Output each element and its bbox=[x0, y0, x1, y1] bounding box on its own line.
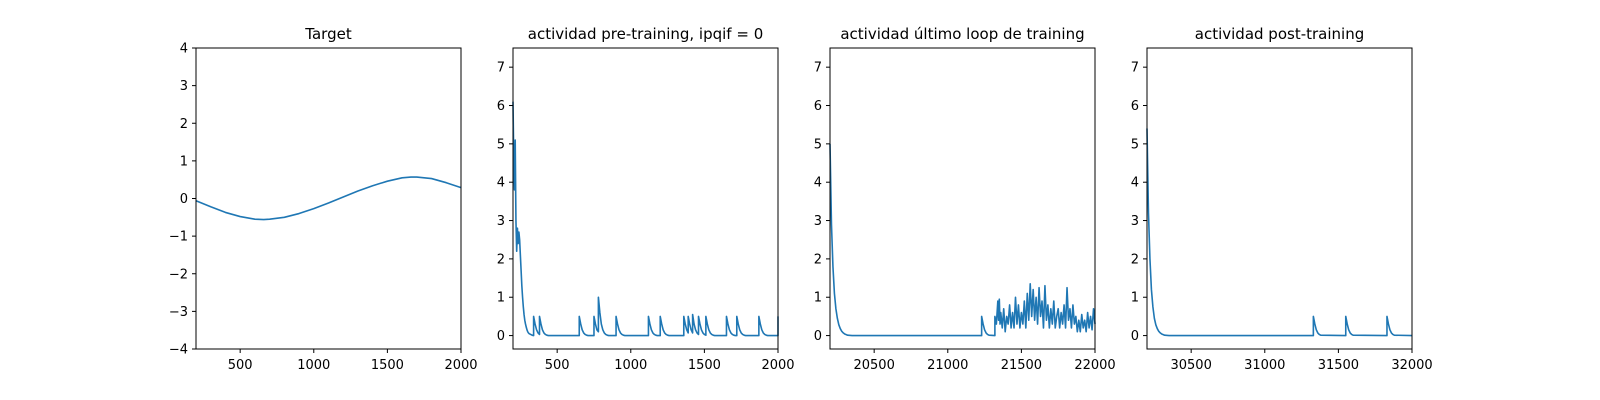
y-tick-label: −1 bbox=[169, 230, 188, 245]
x-tick-label: 30500 bbox=[1170, 358, 1211, 373]
y-tick-label: 1 bbox=[497, 291, 505, 306]
chart-title: actividad último loop de training bbox=[840, 25, 1084, 43]
y-tick-label: 5 bbox=[814, 137, 822, 152]
x-tick-label: 1500 bbox=[688, 358, 721, 373]
x-tick-label: 1000 bbox=[614, 358, 647, 373]
y-tick-label: 4 bbox=[1131, 176, 1139, 191]
y-tick-label: 4 bbox=[180, 42, 188, 57]
x-tick-label: 500 bbox=[545, 358, 570, 373]
x-tick-label: 2000 bbox=[761, 358, 794, 373]
y-tick-label: −2 bbox=[169, 267, 188, 282]
plot-frame bbox=[195, 47, 462, 350]
x-tick-label: 1000 bbox=[297, 358, 330, 373]
y-tick-label: 5 bbox=[497, 137, 505, 152]
y-tick-label: 0 bbox=[1131, 329, 1139, 344]
y-tick-label: 6 bbox=[497, 99, 505, 114]
y-tick-label: 0 bbox=[814, 329, 822, 344]
y-tick-label: 2 bbox=[814, 252, 822, 267]
y-tick-label: 6 bbox=[1131, 99, 1139, 114]
x-tick-label: 32000 bbox=[1391, 358, 1432, 373]
x-tick-label: 31000 bbox=[1244, 358, 1285, 373]
chart-panel-post-training: actividad post-training 30500 31000 31500 3… bbox=[1131, 25, 1433, 373]
y-tick-label: 7 bbox=[1131, 61, 1139, 76]
x-tick-label: 500 bbox=[228, 358, 253, 373]
y-tick-label: 2 bbox=[180, 117, 188, 132]
y-tick-label: 3 bbox=[180, 79, 188, 94]
chart-panel-target: Target 500 1000 1500 2000 −4 −3 −2 −1 0 1 2 3 4 bbox=[169, 25, 478, 373]
y-tick-label: −3 bbox=[169, 305, 188, 320]
y-tick-label: 3 bbox=[497, 214, 505, 229]
y-tick-label: 3 bbox=[814, 214, 822, 229]
x-tick-label: 31500 bbox=[1318, 358, 1359, 373]
x-tick-label: 1500 bbox=[371, 358, 404, 373]
x-tick-label: 2000 bbox=[444, 358, 477, 373]
x-tick-label: 20500 bbox=[853, 358, 894, 373]
y-tick-label: 0 bbox=[497, 329, 505, 344]
plot-frame bbox=[829, 47, 1096, 350]
y-tick-label: 5 bbox=[1131, 137, 1139, 152]
x-tick-label: 21500 bbox=[1001, 358, 1042, 373]
series-line bbox=[512, 101, 779, 337]
chart-title: actividad pre-training, ipqif = 0 bbox=[528, 25, 764, 43]
y-tick-label: 4 bbox=[814, 176, 822, 191]
y-tick-label: 7 bbox=[497, 61, 505, 76]
plot-frame bbox=[1146, 47, 1413, 350]
chart-panel-pre-training: actividad pre-training, ipqif = 0 500 100… bbox=[497, 25, 795, 373]
y-tick-label: 7 bbox=[814, 61, 822, 76]
y-tick-label: 2 bbox=[1131, 252, 1139, 267]
x-tick-label: 22000 bbox=[1074, 358, 1115, 373]
series-line bbox=[829, 143, 1096, 337]
y-tick-label: 3 bbox=[1131, 214, 1139, 229]
chart-title: actividad post-training bbox=[1195, 25, 1364, 43]
y-tick-label: 1 bbox=[814, 291, 822, 306]
y-tick-label: −4 bbox=[169, 343, 188, 358]
plot-frame bbox=[512, 47, 779, 350]
chart-panel-last-training-loop: actividad último loop de training 20500 2… bbox=[814, 25, 1116, 373]
y-tick-label: 1 bbox=[180, 154, 188, 169]
series-line bbox=[1146, 128, 1413, 337]
y-tick-label: 6 bbox=[814, 99, 822, 114]
chart-title: Target bbox=[304, 25, 352, 43]
y-tick-label: 2 bbox=[497, 252, 505, 267]
series-line bbox=[195, 176, 462, 221]
y-tick-label: 4 bbox=[497, 176, 505, 191]
x-tick-label: 21000 bbox=[927, 358, 968, 373]
y-tick-label: 0 bbox=[180, 192, 188, 207]
y-tick-label: 1 bbox=[1131, 291, 1139, 306]
